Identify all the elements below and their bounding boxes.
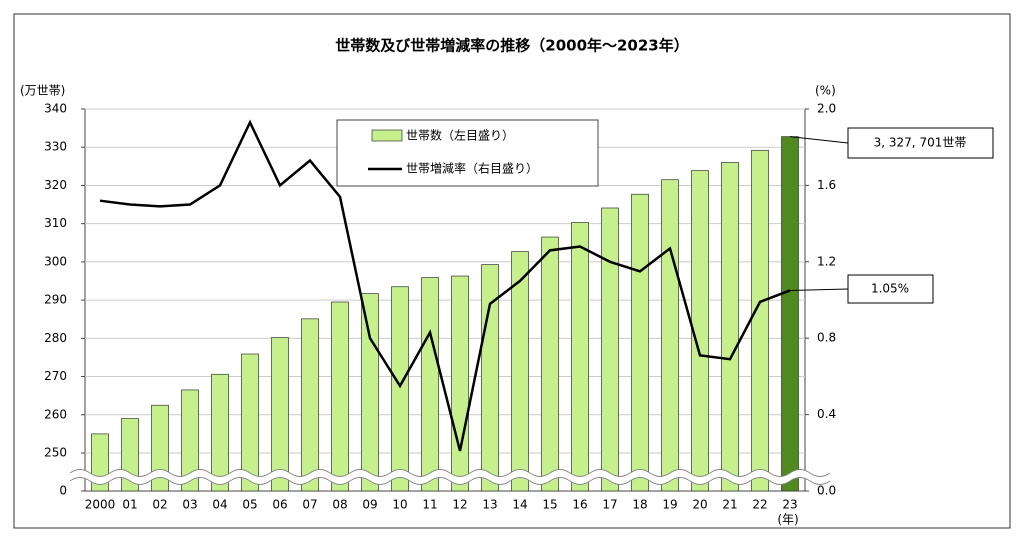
legend-label: 世帯数（左目盛り）: [406, 128, 514, 143]
bar: [301, 318, 319, 492]
x-tick-label: 23: [782, 498, 797, 512]
axis-break: [67, 470, 833, 484]
data-label: 3, 327, 701世帯: [874, 136, 967, 150]
bar: [211, 373, 229, 492]
x-tick-label: 20: [692, 498, 707, 512]
annotation-leader: [789, 288, 849, 291]
bar: [541, 236, 559, 492]
y-tick-label: 310: [44, 216, 67, 230]
bar: [391, 286, 409, 492]
x-tick-label: 01: [122, 498, 137, 512]
y-tick-label: 300: [44, 254, 67, 268]
y2-tick-label: 0.4: [817, 407, 836, 421]
y2-tick-label: 2.0: [817, 102, 836, 116]
bar: [511, 251, 529, 492]
y2-tick-label: 1.6: [817, 178, 836, 192]
chart-title: 世帯数及び世帯増減率の推移（2000年～2023年）: [335, 37, 689, 55]
y-tick-label: 270: [44, 369, 67, 383]
bar: [721, 162, 739, 492]
x-tick-label: 05: [242, 498, 257, 512]
bar: [571, 222, 589, 492]
x-tick-label: 08: [332, 498, 347, 512]
y2-axis-label: (%): [815, 84, 836, 98]
bar: [601, 207, 619, 492]
x-tick-label: 13: [482, 498, 497, 512]
x-tick-label: 04: [212, 498, 227, 512]
axis-break-edge: [69, 477, 831, 485]
x-tick-label: 11: [422, 498, 437, 512]
bar: [421, 277, 439, 492]
x-tick-label: 18: [632, 498, 647, 512]
y-axis-label: (万世帯): [20, 84, 65, 98]
x-tick-label: 2000: [85, 498, 116, 512]
y-tick-label: 320: [44, 178, 67, 192]
bar: [331, 301, 349, 492]
x-tick-label: 16: [572, 498, 587, 512]
x-tick-label: 12: [452, 498, 467, 512]
x-tick-label: 15: [542, 498, 557, 512]
x-tick-label: 21: [722, 498, 737, 512]
bar: [631, 193, 649, 492]
bar: [181, 389, 199, 492]
x-tick-label: 03: [182, 498, 197, 512]
legend-swatch: [371, 129, 403, 142]
y-tick-label: 250: [44, 446, 67, 460]
bar: [661, 179, 679, 492]
y-tick-label: 0: [59, 484, 67, 498]
x-tick-label: 02: [152, 498, 167, 512]
x-tick-label: 14: [512, 498, 527, 512]
x-tick-label: 09: [362, 498, 377, 512]
annotation-box: [847, 127, 994, 159]
y-tick-label: 280: [44, 331, 67, 345]
x-tick-label: 07: [302, 498, 317, 512]
line: [99, 119, 791, 452]
annotation-leader: [789, 136, 849, 144]
x-tick-label: 19: [662, 498, 677, 512]
bar: [151, 404, 169, 492]
axis-break-edge: [69, 469, 831, 477]
annotation-box: [847, 274, 934, 304]
x-axis-label: (年): [777, 513, 798, 527]
x-tick-label: 22: [752, 498, 767, 512]
y2-tick-label: 0.8: [817, 331, 836, 345]
y2-tick-label: 0.0: [817, 484, 836, 498]
x-tick-label: 10: [392, 498, 407, 512]
y-tick-label: 340: [44, 102, 67, 116]
y-tick-label: 290: [44, 293, 67, 307]
bar: [751, 149, 769, 492]
bar: [241, 353, 259, 492]
y2-tick-label: 1.2: [817, 254, 836, 268]
y-tick-label: 260: [44, 407, 67, 421]
bar: [361, 293, 379, 492]
bar: [691, 170, 709, 492]
bar: [271, 337, 289, 492]
x-tick-label: 17: [602, 498, 617, 512]
data-label: 1.05%: [871, 282, 909, 296]
y-tick-label: 330: [44, 140, 67, 154]
bar: [781, 136, 799, 492]
bar: [451, 275, 469, 492]
legend-label: 世帯増減率（右目盛り）: [406, 161, 538, 176]
x-tick-label: 06: [272, 498, 287, 512]
